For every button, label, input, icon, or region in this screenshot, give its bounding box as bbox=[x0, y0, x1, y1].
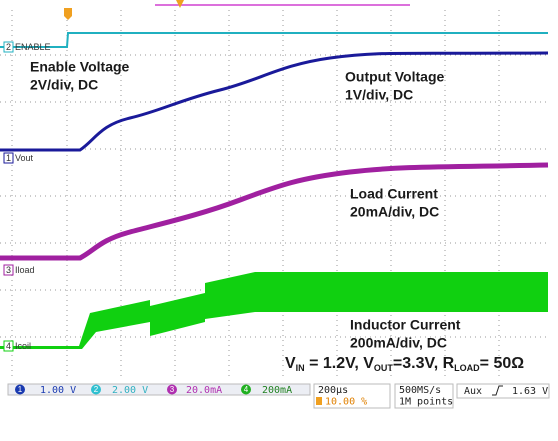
status-bar: 1 1.00 V 2 2.00 V 3 20.0mA 4 200mA 200µs… bbox=[0, 380, 558, 441]
conditions: VIN = 1.2V, VOUT=3.3V, RLOAD= 50Ω bbox=[285, 355, 524, 373]
channel-marker: 3 bbox=[6, 265, 11, 275]
channel-scale[interactable]: 200mA bbox=[262, 385, 292, 396]
trigger-marker bbox=[64, 8, 72, 20]
annotation-subtitle: 200mA/div, DC bbox=[350, 335, 447, 351]
annotation-title: Output Voltage bbox=[345, 69, 444, 85]
channel-number[interactable]: 2 bbox=[94, 385, 99, 394]
channel-scale[interactable]: 1.00 V bbox=[40, 385, 76, 396]
cond-text: =3.3V, R bbox=[393, 355, 455, 372]
trigger-position[interactable]: 10.00 % bbox=[325, 397, 367, 408]
trace-label: ENABLE bbox=[15, 42, 51, 52]
channel-number[interactable]: 1 bbox=[18, 385, 23, 394]
enable-trace bbox=[0, 32, 548, 48]
annotation-subtitle: 1V/div, DC bbox=[345, 87, 413, 103]
record-length[interactable]: 1M points bbox=[399, 397, 453, 408]
timebase-scale[interactable]: 200µs bbox=[318, 385, 348, 396]
trace-label: Icoil bbox=[15, 341, 31, 351]
trigger-slope-icon bbox=[492, 385, 503, 396]
icoil-trace bbox=[0, 272, 548, 349]
channel-scale[interactable]: 20.0mA bbox=[186, 385, 222, 396]
channel-marker: 4 bbox=[6, 341, 11, 351]
cond-sub: LOAD bbox=[454, 363, 480, 373]
position-marker bbox=[176, 0, 184, 8]
annotation-subtitle: 20mA/div, DC bbox=[350, 204, 439, 220]
channel-marker: 1 bbox=[6, 153, 11, 163]
cond-text: = 50Ω bbox=[480, 355, 525, 372]
channel-scale[interactable]: 2.00 V bbox=[112, 385, 148, 396]
trigger-level[interactable]: 1.63 V bbox=[512, 386, 548, 397]
iload-trace bbox=[0, 162, 549, 261]
annotation-title: Load Current bbox=[350, 186, 438, 202]
trace-label: Vout bbox=[15, 153, 34, 163]
cond-text: V bbox=[285, 355, 296, 372]
annotation-title: Inductor Current bbox=[350, 317, 461, 333]
cond-sub: IN bbox=[296, 363, 305, 373]
cond-text: = 1.2V, V bbox=[305, 355, 375, 372]
trigger-source[interactable]: Aux bbox=[464, 386, 482, 397]
annotation-title: Enable Voltage bbox=[30, 59, 130, 75]
cond-sub: OUT bbox=[374, 363, 394, 373]
annotation-subtitle: 2V/div, DC bbox=[30, 77, 98, 93]
sample-rate[interactable]: 500MS/s bbox=[399, 385, 441, 396]
channel-number[interactable]: 4 bbox=[244, 385, 249, 394]
trace-label: Iload bbox=[15, 265, 35, 275]
trace-labels: 2 ENABLE 1 Vout 3 Iload 4 Icoil bbox=[3, 41, 51, 352]
channel-number[interactable]: 3 bbox=[170, 385, 175, 394]
channel-marker: 2 bbox=[6, 42, 11, 52]
vout-trace bbox=[0, 51, 549, 152]
